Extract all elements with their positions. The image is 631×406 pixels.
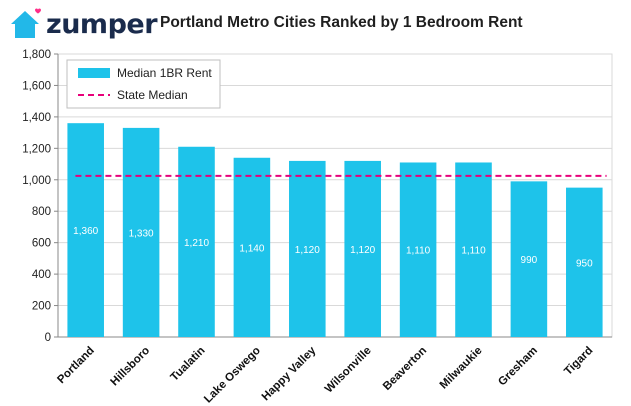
x-tick-label: Happy Valley bbox=[260, 344, 319, 403]
bar bbox=[289, 160, 326, 337]
x-tick-label: Wilsonville bbox=[323, 345, 374, 396]
y-tick-label: 800 bbox=[32, 206, 51, 218]
data-label: 1,140 bbox=[239, 243, 264, 254]
bars bbox=[67, 123, 603, 338]
bar bbox=[122, 127, 160, 338]
y-tick-label: 600 bbox=[32, 238, 51, 250]
x-tick-label: Gresham bbox=[496, 345, 540, 389]
y-tick-label: 1,400 bbox=[22, 112, 51, 124]
x-tick-label: Portland bbox=[55, 345, 96, 386]
data-label: 1,330 bbox=[129, 228, 154, 239]
legend-label-state-median: State Median bbox=[117, 88, 188, 102]
x-tick-label: Lake Oswego bbox=[202, 345, 263, 406]
bar bbox=[455, 162, 492, 337]
data-label: 950 bbox=[576, 258, 593, 269]
data-label: 1,110 bbox=[406, 246, 431, 257]
data-label: 1,110 bbox=[461, 246, 486, 257]
bar bbox=[566, 187, 603, 337]
y-tick-label: 1,800 bbox=[22, 49, 51, 61]
data-label: 990 bbox=[521, 255, 538, 266]
data-label: 1,120 bbox=[295, 245, 320, 256]
x-tick-label: Tualatin bbox=[169, 345, 208, 384]
zumper-logo: zumper bbox=[8, 6, 158, 42]
x-tick-label: Milwaukie bbox=[438, 345, 485, 392]
y-tick-label: 0 bbox=[45, 332, 51, 344]
bar bbox=[233, 157, 271, 337]
x-tick-label: Beaverton bbox=[381, 345, 429, 393]
chart-title: Portland Metro Cities Ranked by 1 Bedroo… bbox=[160, 14, 523, 31]
bar bbox=[67, 123, 104, 337]
y-tick-label: 1,600 bbox=[22, 80, 51, 92]
data-label: 1,210 bbox=[184, 238, 209, 249]
data-label: 1,120 bbox=[350, 245, 375, 256]
y-tick-label: 1,200 bbox=[22, 143, 51, 155]
y-tick-label: 1,000 bbox=[22, 175, 51, 187]
bar bbox=[178, 146, 215, 337]
legend-swatch-bar bbox=[78, 68, 110, 78]
y-tick-label: 200 bbox=[32, 301, 51, 313]
bar bbox=[399, 162, 437, 337]
x-tick-label: Tigard bbox=[562, 345, 595, 378]
legend-label-median-rent: Median 1BR Rent bbox=[117, 66, 212, 80]
house-heart-icon bbox=[11, 8, 41, 38]
data-labels: 1,360 1,330 1,210 1,140 1,120 1,120 1,110 1,110… bbox=[73, 226, 593, 269]
x-tick-label: Hillsboro bbox=[108, 345, 152, 389]
bar bbox=[344, 160, 381, 337]
bar bbox=[510, 181, 548, 337]
brand-name: zumper bbox=[46, 8, 158, 40]
data-label: 1,360 bbox=[73, 226, 98, 237]
legend: Median 1BR Rent State Median bbox=[66, 59, 221, 109]
y-tick-label: 400 bbox=[32, 269, 51, 281]
